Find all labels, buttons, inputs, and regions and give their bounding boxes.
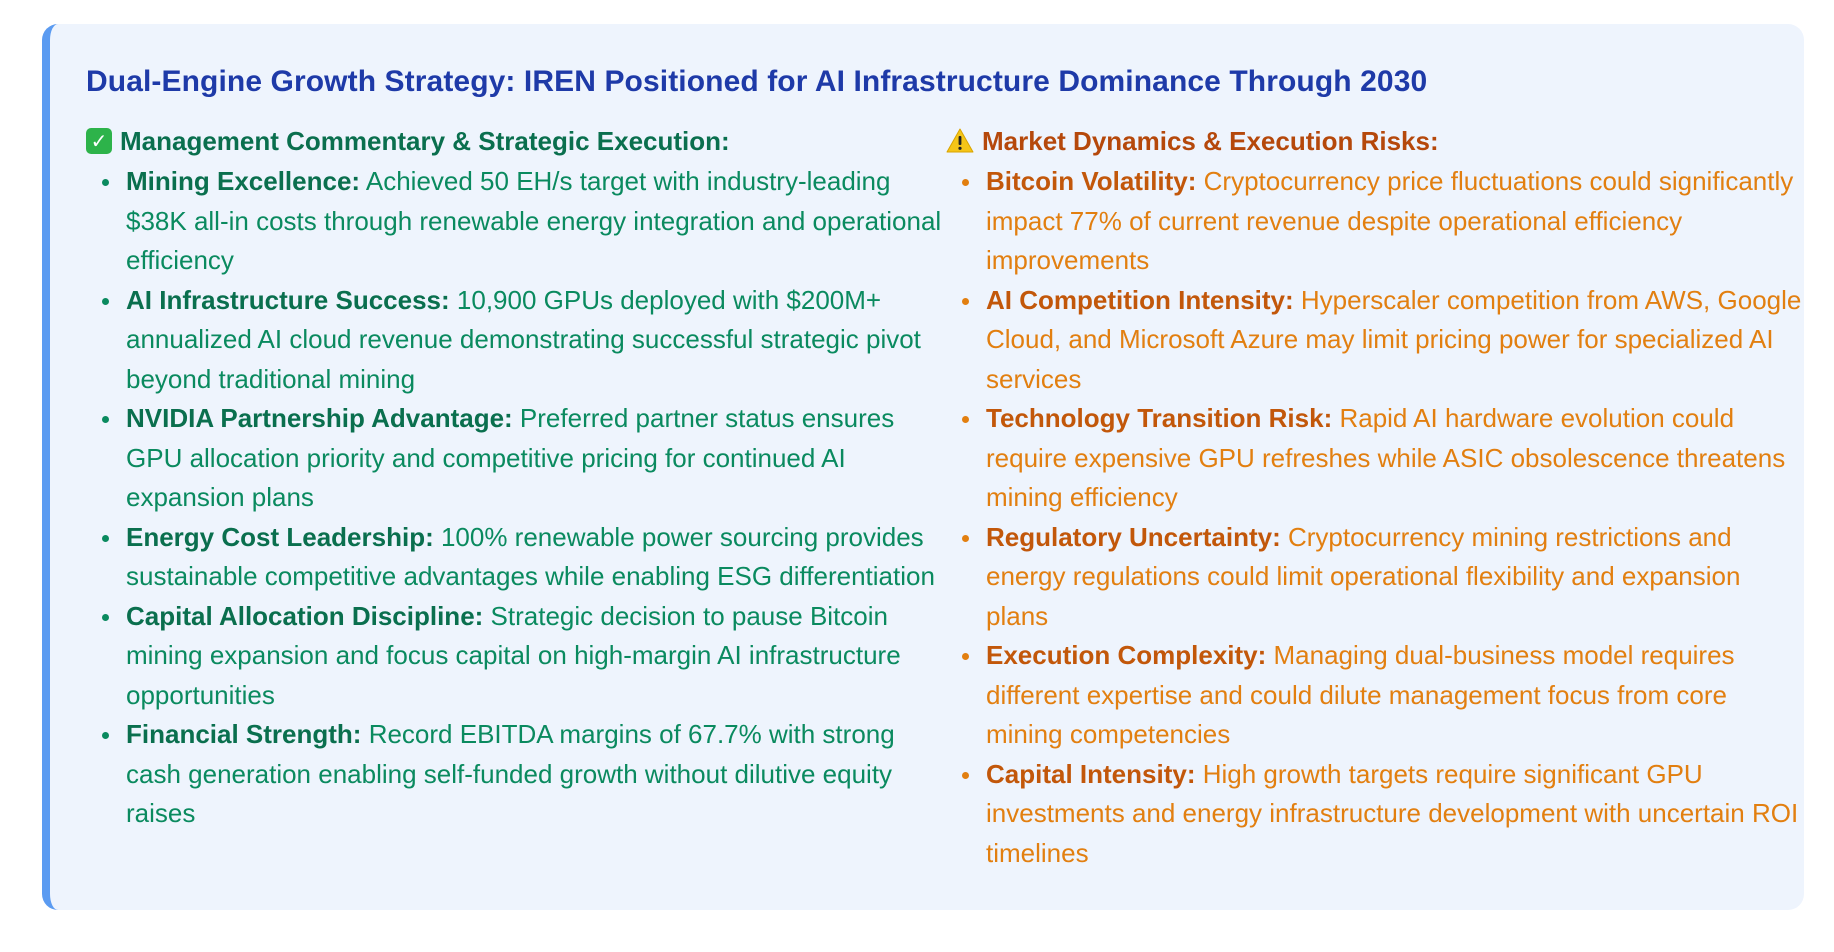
bullet-icon bbox=[102, 179, 109, 186]
bullet-icon bbox=[962, 416, 969, 423]
bullet-icon bbox=[102, 732, 109, 739]
list-item: Capital Intensity: High growth targets r… bbox=[962, 755, 1806, 874]
bullet-icon bbox=[102, 534, 109, 542]
item-text: 10,900 GPUs deployed with $200M+ annuali… bbox=[126, 284, 921, 394]
card-title: Dual-Engine Growth Strategy: IREN Positi… bbox=[86, 65, 1428, 98]
item-label: Energy Cost Leadership: bbox=[126, 521, 434, 552]
item-label: Capital Allocation Discipline: bbox=[126, 600, 484, 631]
item-text: Record EBITDA margins of 67.7% with stro… bbox=[126, 719, 895, 828]
item-label: Execution Complexity: bbox=[986, 640, 1267, 670]
columns: ✓ Management Commentary & Strategic Exec… bbox=[86, 124, 1801, 873]
risks-column: Market Dynamics & Execution Risks: Bitco… bbox=[946, 124, 1806, 873]
strategy-card: Dual-Engine Growth Strategy: IREN Positi… bbox=[42, 24, 1804, 910]
warning-icon bbox=[946, 127, 974, 155]
item-label: Technology Transition Risk: bbox=[986, 403, 1333, 433]
list-item: Energy Cost Leadership: 100% renewable p… bbox=[102, 518, 946, 597]
list-item: Execution Complexity: Managing dual-busi… bbox=[962, 636, 1806, 755]
bullet-icon bbox=[102, 297, 109, 305]
list-item: Capital Allocation Discipline: Strategic… bbox=[102, 597, 946, 716]
bullet-icon bbox=[962, 534, 969, 542]
management-column: ✓ Management Commentary & Strategic Exec… bbox=[86, 124, 946, 873]
bullet-icon bbox=[962, 179, 969, 186]
item-text: Cryptocurrency price fluctuations could … bbox=[986, 166, 1794, 275]
risks-heading: Market Dynamics & Execution Risks: bbox=[946, 124, 1806, 158]
item-text: Preferred partner status ensures GPU all… bbox=[126, 403, 895, 512]
item-text: Managing dual-business model requires di… bbox=[986, 640, 1735, 749]
list-item: Technology Transition Risk: Rapid AI har… bbox=[962, 399, 1806, 518]
bullet-icon bbox=[962, 771, 969, 779]
item-label: Bitcoin Volatility: bbox=[986, 166, 1197, 196]
item-label: Capital Intensity: bbox=[986, 758, 1196, 789]
management-heading: ✓ Management Commentary & Strategic Exec… bbox=[86, 124, 946, 158]
list-item: Regulatory Uncertainty: Cryptocurrency m… bbox=[962, 518, 1806, 637]
item-text: 100% renewable power sourcing provides s… bbox=[126, 521, 935, 592]
item-text: High growth targets require significant … bbox=[986, 758, 1799, 868]
list-item: Financial Strength: Record EBITDA margin… bbox=[102, 715, 946, 834]
item-text: Rapid AI hardware evolution could requir… bbox=[986, 403, 1786, 512]
list-item: NVIDIA Partnership Advantage: Preferred … bbox=[102, 399, 946, 518]
list-item: AI Competition Intensity: Hyperscaler co… bbox=[962, 281, 1806, 400]
item-label: Mining Excellence: bbox=[126, 166, 361, 196]
bullet-icon bbox=[962, 653, 969, 660]
list-item: Bitcoin Volatility: Cryptocurrency price… bbox=[962, 162, 1806, 281]
management-heading-text: Management Commentary & Strategic Execut… bbox=[120, 126, 730, 156]
list-item: AI Infrastructure Success: 10,900 GPUs d… bbox=[102, 281, 946, 400]
item-label: Financial Strength: bbox=[126, 719, 362, 749]
management-list: Mining Excellence: Achieved 50 EH/s targ… bbox=[86, 162, 946, 834]
item-text: Cryptocurrency mining restrictions and e… bbox=[986, 521, 1741, 631]
risks-heading-text: Market Dynamics & Execution Risks: bbox=[982, 126, 1439, 156]
risks-list: Bitcoin Volatility: Cryptocurrency price… bbox=[946, 162, 1806, 873]
item-label: AI Infrastructure Success: bbox=[126, 284, 450, 315]
item-text: Strategic decision to pause Bitcoin mini… bbox=[126, 600, 901, 710]
item-text: Achieved 50 EH/s target with industry-le… bbox=[126, 166, 942, 275]
item-label: AI Competition Intensity: bbox=[986, 284, 1294, 315]
bullet-icon bbox=[102, 613, 109, 621]
item-text: Hyperscaler competition from AWS, Google… bbox=[986, 284, 1802, 394]
bullet-icon bbox=[962, 297, 969, 305]
list-item: Mining Excellence: Achieved 50 EH/s targ… bbox=[102, 162, 946, 281]
bullet-icon bbox=[102, 416, 109, 423]
item-label: NVIDIA Partnership Advantage: bbox=[126, 403, 513, 433]
check-mark-icon: ✓ bbox=[86, 128, 112, 154]
item-label: Regulatory Uncertainty: bbox=[986, 521, 1281, 552]
